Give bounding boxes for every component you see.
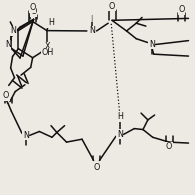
Text: N: N	[11, 26, 17, 35]
Text: H: H	[48, 18, 54, 27]
Text: O: O	[29, 3, 36, 12]
Text: O: O	[3, 91, 9, 100]
Text: N: N	[149, 40, 155, 49]
Text: OH: OH	[41, 48, 53, 57]
Text: N: N	[23, 131, 29, 140]
Text: N: N	[5, 40, 11, 49]
Text: H: H	[117, 113, 123, 121]
Text: O: O	[166, 142, 172, 152]
Text: |: |	[90, 15, 93, 22]
Text: N: N	[117, 130, 123, 139]
Text: O: O	[179, 5, 185, 14]
Text: O: O	[30, 7, 37, 16]
Text: N: N	[89, 27, 95, 35]
Text: X: X	[45, 42, 51, 51]
Text: O: O	[109, 2, 115, 11]
Text: O: O	[93, 163, 100, 172]
